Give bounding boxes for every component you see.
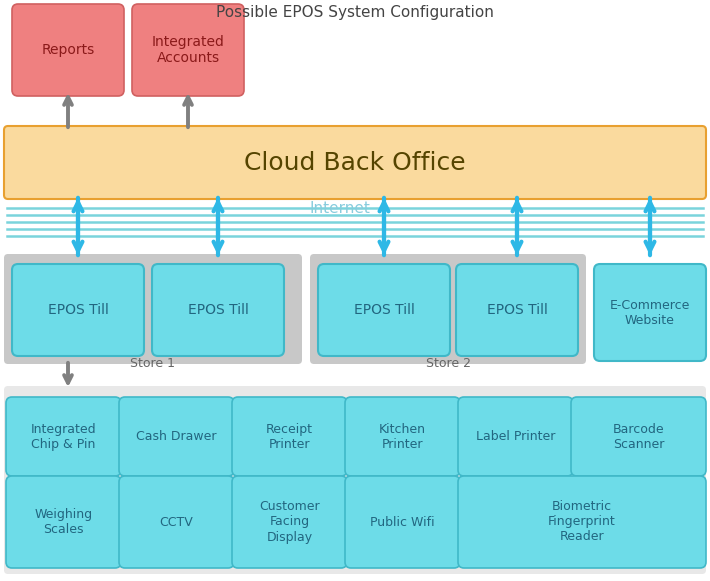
Text: Internet: Internet — [310, 201, 371, 216]
FancyBboxPatch shape — [12, 264, 144, 356]
FancyBboxPatch shape — [571, 397, 706, 476]
Text: Reports: Reports — [41, 43, 94, 57]
Text: Barcode
Scanner: Barcode Scanner — [613, 422, 665, 450]
FancyBboxPatch shape — [4, 126, 706, 199]
FancyBboxPatch shape — [456, 264, 578, 356]
Text: CCTV: CCTV — [160, 515, 193, 529]
Text: EPOS Till: EPOS Till — [486, 303, 547, 317]
FancyBboxPatch shape — [119, 476, 234, 568]
Text: E-Commerce
Website: E-Commerce Website — [610, 299, 690, 327]
Text: Receipt
Printer: Receipt Printer — [266, 422, 313, 450]
Text: Store 2: Store 2 — [425, 357, 471, 370]
Text: EPOS Till: EPOS Till — [354, 303, 415, 317]
Text: Cloud Back Office: Cloud Back Office — [244, 150, 466, 174]
FancyBboxPatch shape — [232, 397, 347, 476]
Text: Weighing
Scales: Weighing Scales — [35, 508, 92, 536]
FancyBboxPatch shape — [6, 397, 121, 476]
FancyBboxPatch shape — [152, 264, 284, 356]
FancyBboxPatch shape — [345, 476, 460, 568]
Text: Biometric
Fingerprint
Reader: Biometric Fingerprint Reader — [548, 500, 616, 543]
Text: Cash Drawer: Cash Drawer — [136, 430, 217, 443]
Text: Public Wifi: Public Wifi — [370, 515, 435, 529]
FancyBboxPatch shape — [310, 254, 586, 364]
Text: Integrated
Chip & Pin: Integrated Chip & Pin — [31, 422, 97, 450]
Text: Integrated
Accounts: Integrated Accounts — [151, 35, 224, 65]
Text: EPOS Till: EPOS Till — [48, 303, 109, 317]
Text: Customer
Facing
Display: Customer Facing Display — [259, 500, 320, 543]
Text: Store 1: Store 1 — [131, 357, 175, 370]
Text: Possible EPOS System Configuration: Possible EPOS System Configuration — [216, 5, 494, 20]
FancyBboxPatch shape — [458, 476, 706, 568]
Text: EPOS Till: EPOS Till — [187, 303, 248, 317]
FancyBboxPatch shape — [12, 4, 124, 96]
FancyBboxPatch shape — [119, 397, 234, 476]
FancyBboxPatch shape — [594, 264, 706, 361]
FancyBboxPatch shape — [4, 254, 302, 364]
FancyBboxPatch shape — [318, 264, 450, 356]
FancyBboxPatch shape — [4, 386, 706, 574]
Text: Kitchen
Printer: Kitchen Printer — [379, 422, 426, 450]
FancyBboxPatch shape — [132, 4, 244, 96]
FancyBboxPatch shape — [6, 476, 121, 568]
FancyBboxPatch shape — [345, 397, 460, 476]
Text: Label Printer: Label Printer — [476, 430, 555, 443]
FancyBboxPatch shape — [232, 476, 347, 568]
FancyBboxPatch shape — [458, 397, 573, 476]
